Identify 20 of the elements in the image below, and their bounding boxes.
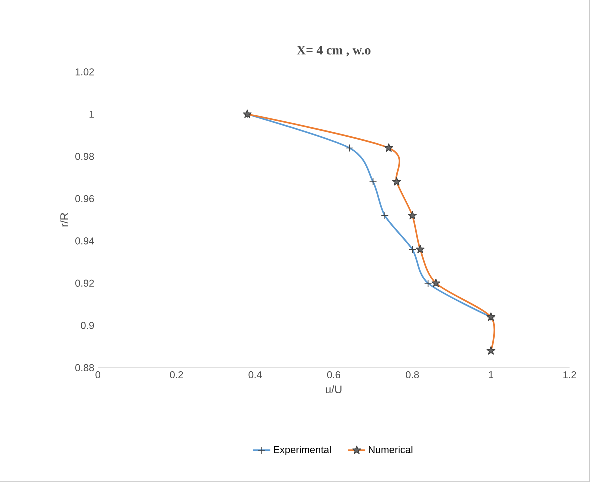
x-tick-label: 0.2 bbox=[170, 371, 184, 379]
x-tick-label: 1.2 bbox=[564, 371, 576, 378]
y-tick-label: 1.02 bbox=[76, 68, 94, 76]
y-tick-label: 0.96 bbox=[76, 195, 94, 202]
y-tick-label: 0.9 bbox=[81, 322, 94, 330]
y-tick-label: 1 bbox=[90, 110, 94, 118]
x-tick-label: 0.8 bbox=[406, 371, 420, 379]
x-tick-label: 0 bbox=[96, 371, 101, 379]
y-tick-label: 0.94 bbox=[76, 238, 94, 245]
chart-title: X= 4 cm , w.o bbox=[296, 46, 371, 57]
x-tick-label: 0.6 bbox=[327, 371, 340, 379]
x-tick-label: 1 bbox=[489, 371, 494, 378]
y-tick-label: 0.92 bbox=[76, 280, 94, 287]
y-tick-label: 0.88 bbox=[76, 364, 94, 372]
y-axis-title: r/R bbox=[60, 213, 68, 227]
y-tick-label: 0.98 bbox=[76, 153, 94, 160]
legend-label: Numerical bbox=[369, 446, 413, 454]
x-tick-label: 0.4 bbox=[248, 371, 262, 379]
legend-label: Experimental bbox=[274, 446, 331, 456]
x-axis-title: u/U bbox=[326, 385, 342, 394]
